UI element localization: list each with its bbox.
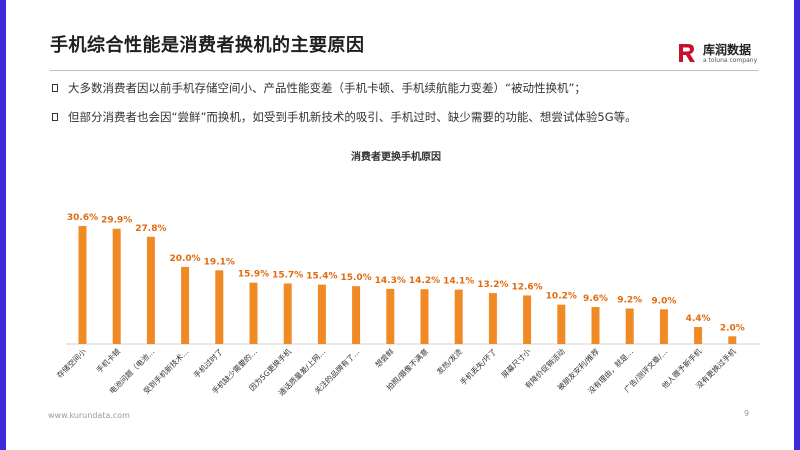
bullet-text: 大多数消费者因以前手机存储空间小、产品性能变差（手机卡顿、手机续航能力变差）“被…: [68, 81, 586, 95]
bar-2: [112, 228, 121, 344]
bullet-text: 但部分消费者也会因“尝鲜”而换机，如受到手机新技术的吸引、手机过时、缺少需要的功…: [68, 110, 637, 124]
logo-text: 库润数据: [703, 43, 752, 57]
bullet-item: 大多数消费者因以前手机存储空间小、产品性能变差（手机卡顿、手机续航能力变差）“被…: [52, 80, 762, 97]
bar-5: [215, 270, 224, 344]
category-label: 手机丢失/坏了: [458, 346, 499, 387]
bar-8: [317, 284, 326, 344]
left-accent-bar: [0, 0, 6, 450]
right-accent-bar: [794, 0, 800, 450]
title-divider: [50, 70, 758, 71]
bar-16: [591, 306, 600, 344]
category-label: 想尝鲜: [373, 346, 396, 369]
bar-1: [78, 226, 87, 344]
category-label: 屏幕尺寸小: [499, 346, 533, 380]
bullet-list: 大多数消费者因以前手机存储空间小、产品性能变差（手机卡顿、手机续航能力变差）“被…: [52, 80, 762, 138]
bar-10: [386, 288, 395, 344]
bar-value-label: 14.1%: [443, 277, 474, 287]
bar-value-label: 10.2%: [546, 292, 577, 302]
bar-15: [557, 304, 566, 344]
bar-6: [249, 282, 258, 344]
bar-19: [694, 327, 703, 344]
page-number: 9: [744, 409, 750, 418]
logo-subtitle: a toluna company: [703, 57, 758, 64]
bar-12: [454, 289, 463, 344]
bar-17: [625, 308, 634, 344]
bar-3: [146, 236, 155, 344]
bar-value-label: 20.0%: [169, 254, 200, 264]
bar-4: [181, 266, 190, 344]
bar-value-label: 30.6%: [67, 213, 98, 223]
bar-group: 30.6%存储空间小29.9%手机卡顿27.8%电池问题（电池…20.0%受到手…: [54, 213, 744, 398]
bar-value-label: 9.2%: [617, 296, 642, 306]
bullet-square-icon: [52, 113, 58, 121]
bar-value-label: 13.2%: [477, 280, 508, 290]
bar-20: [728, 336, 737, 344]
bar-value-label: 15.9%: [238, 270, 269, 280]
category-label: 手机卡顿: [94, 346, 123, 375]
kurun-logo-icon: [679, 44, 695, 62]
bullet-square-icon: [52, 84, 58, 92]
bar-18: [659, 309, 668, 344]
bar-value-label: 14.2%: [409, 276, 440, 286]
category-label: 手机过时了: [191, 346, 225, 380]
bar-14: [523, 295, 532, 344]
footer-url: www.kurundata.com: [48, 411, 130, 420]
bar-9: [352, 286, 361, 344]
bar-value-label: 12.6%: [511, 282, 542, 292]
category-label: 发热/发烫: [434, 346, 464, 376]
bar-value-label: 15.4%: [306, 272, 337, 282]
bar-value-label: 2.0%: [720, 323, 745, 333]
bar-value-label: 15.7%: [272, 270, 303, 280]
bar-value-label: 9.0%: [651, 296, 676, 306]
bar-11: [420, 289, 429, 344]
category-label: 存储空间小: [54, 346, 88, 380]
bullet-item: 但部分消费者也会因“尝鲜”而换机，如受到手机新技术的吸引、手机过时、缺少需要的功…: [52, 109, 762, 126]
page-title: 手机综合性能是消费者换机的主要原因: [50, 35, 365, 56]
bar-value-label: 4.4%: [686, 314, 711, 324]
company-logo: 库润数据 a toluna company: [676, 42, 766, 68]
bar-13: [488, 293, 497, 344]
bar-value-label: 15.0%: [340, 273, 371, 283]
bar-value-label: 19.1%: [204, 257, 235, 267]
bar-7: [283, 283, 292, 344]
bar-value-label: 27.8%: [135, 224, 166, 234]
bar-value-label: 9.6%: [583, 294, 608, 304]
chart-title: 消费者更换手机原因: [351, 150, 441, 163]
bar-value-label: 29.9%: [101, 216, 132, 226]
bar-value-label: 14.3%: [375, 276, 406, 286]
